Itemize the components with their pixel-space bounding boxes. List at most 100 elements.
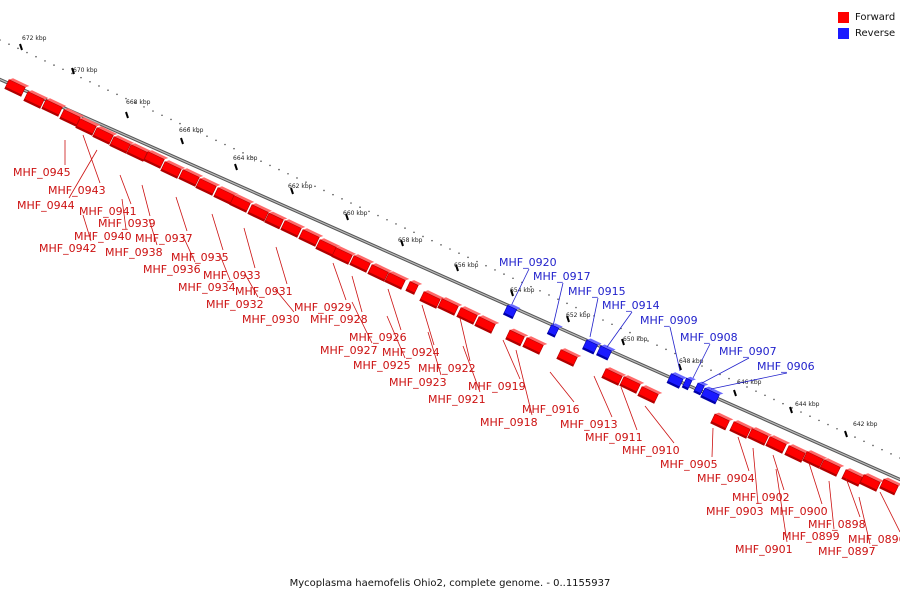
- forward-gene-box[interactable]: [729, 419, 755, 440]
- forward-gene-box[interactable]: [92, 125, 118, 146]
- gene-label[interactable]: MHF_0938: [105, 246, 163, 259]
- forward-gene-box[interactable]: [109, 134, 135, 155]
- gene-label[interactable]: MHF_0945: [13, 166, 71, 179]
- forward-gene-box[interactable]: [143, 149, 169, 170]
- gene-label[interactable]: MHF_0896: [848, 533, 900, 546]
- forward-gene-box[interactable]: [841, 467, 867, 488]
- gene-label[interactable]: MHF_0926: [349, 331, 407, 344]
- gene-label[interactable]: MHF_0909: [640, 314, 698, 327]
- forward-gene-box[interactable]: [280, 218, 306, 239]
- gene-label[interactable]: MHF_0915: [568, 285, 626, 298]
- gene-label[interactable]: MHF_0937: [135, 232, 193, 245]
- gene-label[interactable]: MHF_0914: [602, 299, 660, 312]
- gene-label[interactable]: MHF_0901: [735, 543, 793, 556]
- gene-label[interactable]: MHF_0908: [680, 331, 738, 344]
- gene-label[interactable]: MHF_0906: [757, 360, 815, 373]
- gene-label[interactable]: MHF_0904: [697, 472, 755, 485]
- gene-label[interactable]: MHF_0933: [203, 269, 261, 282]
- forward-gene-box[interactable]: [247, 202, 273, 223]
- forward-gene-box[interactable]: [23, 89, 49, 110]
- forward-gene-box[interactable]: [264, 210, 288, 230]
- gene-label[interactable]: MHF_0928: [310, 313, 368, 326]
- gene-label[interactable]: MHF_0905: [660, 458, 718, 471]
- forward-gene-box[interactable]: [747, 426, 773, 447]
- forward-gene-box[interactable]: [367, 262, 393, 283]
- gene-label[interactable]: MHF_0900: [770, 505, 828, 518]
- forward-gene-box[interactable]: [556, 347, 582, 368]
- forward-gene-box[interactable]: [456, 305, 482, 326]
- forward-gene-box[interactable]: [213, 185, 239, 206]
- gene-label[interactable]: MHF_0929: [294, 301, 352, 314]
- gene-label[interactable]: MHF_0920: [499, 256, 557, 269]
- forward-gene-box[interactable]: [784, 443, 810, 464]
- gene-label[interactable]: MHF_0939: [98, 217, 156, 230]
- forward-gene-box[interactable]: [474, 314, 500, 335]
- forward-gene-box[interactable]: [601, 366, 627, 387]
- reverse-gene-box[interactable]: [693, 380, 709, 396]
- gene-label[interactable]: MHF_0935: [171, 251, 229, 264]
- reverse-gene-box[interactable]: [700, 385, 724, 405]
- reverse-gene-box[interactable]: [582, 337, 602, 355]
- forward-gene-box[interactable]: [505, 327, 529, 347]
- forward-gene-box[interactable]: [819, 457, 845, 478]
- gene-label[interactable]: MHF_0944: [17, 199, 75, 212]
- forward-gene-box[interactable]: [59, 107, 85, 128]
- gene-label[interactable]: MHF_0911: [585, 431, 643, 444]
- forward-gene-box[interactable]: [802, 449, 828, 470]
- gene-label[interactable]: MHF_0930: [242, 313, 300, 326]
- forward-gene-box[interactable]: [437, 296, 463, 317]
- forward-gene-box[interactable]: [315, 237, 341, 258]
- reverse-gene-box[interactable]: [681, 375, 696, 391]
- forward-gene-box[interactable]: [522, 335, 548, 356]
- forward-gene-box[interactable]: [859, 472, 885, 493]
- gene-label[interactable]: MHF_0913: [560, 418, 618, 431]
- gene-label[interactable]: MHF_0903: [706, 505, 764, 518]
- gene-label[interactable]: MHF_0925: [353, 359, 411, 372]
- gene-label[interactable]: MHF_0924: [382, 346, 440, 359]
- gene-label[interactable]: MHF_0941: [79, 205, 137, 218]
- forward-gene-box[interactable]: [619, 374, 645, 395]
- forward-gene-box[interactable]: [349, 253, 375, 274]
- gene-label[interactable]: MHF_0934: [178, 281, 236, 294]
- gene-label[interactable]: MHF_0922: [418, 362, 476, 375]
- gene-label[interactable]: MHF_0918: [480, 416, 538, 429]
- gene-label[interactable]: MHF_0919: [468, 380, 526, 393]
- forward-gene-box[interactable]: [710, 411, 734, 431]
- forward-gene-box[interactable]: [331, 245, 357, 266]
- gene-label[interactable]: MHF_0898: [808, 518, 866, 531]
- gene-label[interactable]: MHF_0927: [320, 344, 378, 357]
- gene-label[interactable]: MHF_0932: [206, 298, 264, 311]
- gene-label[interactable]: MHF_0923: [389, 376, 447, 389]
- forward-gene-box[interactable]: [75, 116, 101, 137]
- gene-label[interactable]: MHF_0899: [782, 530, 840, 543]
- gene-label[interactable]: MHF_0943: [48, 184, 106, 197]
- forward-gene-box[interactable]: [298, 227, 324, 248]
- gene-label[interactable]: MHF_0931: [235, 285, 293, 298]
- gene-label[interactable]: MHF_0917: [533, 270, 591, 283]
- reverse-gene-box[interactable]: [502, 303, 521, 320]
- reverse-gene-box[interactable]: [546, 322, 563, 338]
- forward-gene-box[interactable]: [419, 289, 445, 310]
- gene-label[interactable]: MHF_0940: [74, 230, 132, 243]
- forward-gene-box[interactable]: [229, 193, 255, 214]
- forward-gene-box[interactable]: [126, 142, 152, 163]
- forward-gene-box[interactable]: [405, 279, 423, 296]
- gene-label[interactable]: MHF_0921: [428, 393, 486, 406]
- gene-label[interactable]: MHF_0897: [818, 545, 876, 558]
- forward-gene-box[interactable]: [195, 176, 221, 197]
- reverse-gene-box[interactable]: [596, 343, 616, 361]
- reverse-gene-box[interactable]: [666, 371, 688, 390]
- forward-gene-box[interactable]: [178, 167, 204, 188]
- forward-gene-box[interactable]: [4, 77, 30, 98]
- gene-label[interactable]: MHF_0942: [39, 242, 97, 255]
- forward-gene-box[interactable]: [637, 384, 663, 405]
- forward-gene-box[interactable]: [384, 270, 410, 291]
- gene-label[interactable]: MHF_0910: [622, 444, 680, 457]
- forward-gene-box[interactable]: [879, 476, 900, 496]
- forward-gene-box[interactable]: [41, 97, 67, 118]
- forward-gene-box[interactable]: [160, 159, 186, 180]
- gene-label[interactable]: MHF_0936: [143, 263, 201, 276]
- gene-label[interactable]: MHF_0902: [732, 491, 790, 504]
- forward-gene-box[interactable]: [765, 434, 791, 455]
- gene-label[interactable]: MHF_0916: [522, 403, 580, 416]
